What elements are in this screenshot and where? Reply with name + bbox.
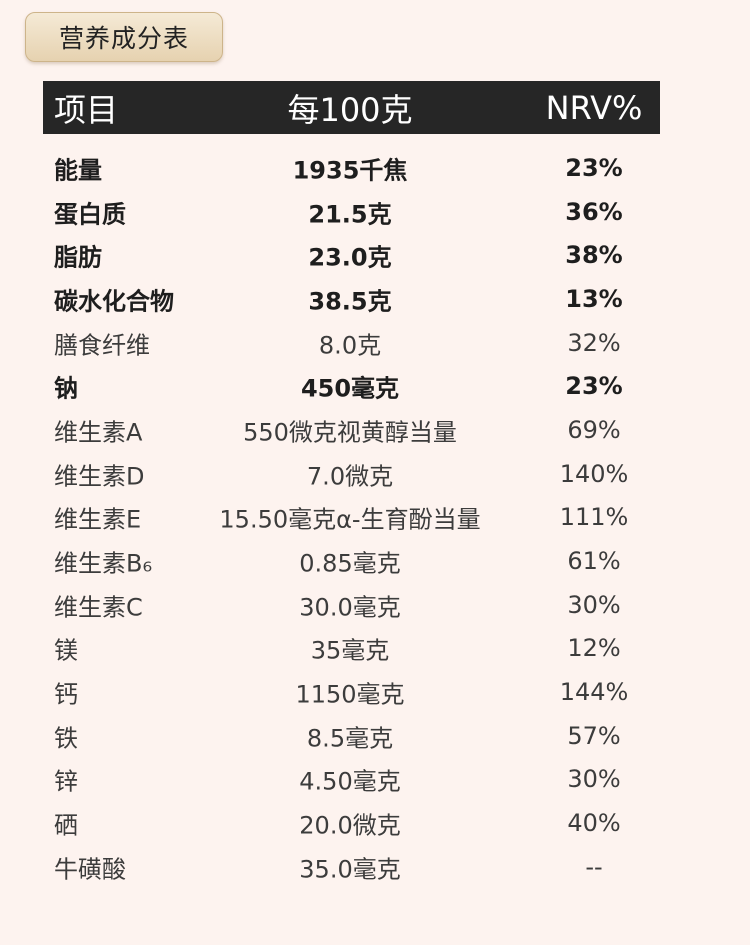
nutrient-name: 维生素E [54, 505, 142, 534]
nutrient-nrv: 36% [565, 197, 623, 226]
nutrient-nrv: 38% [565, 241, 623, 270]
nutrient-name: 牛磺酸 [54, 855, 126, 884]
nutrient-per-100g: 7.0微克 [306, 462, 394, 491]
nutrient-per-100g: 35毫克 [310, 636, 390, 665]
nutrient-nrv: 61% [567, 547, 621, 576]
table-row: 维生素D 7.0微克 140% [43, 452, 660, 496]
nutrient-per-100g: 8.5毫克 [306, 724, 394, 753]
table-row: 碳水化合物 38.5克 13% [43, 277, 660, 321]
table-row: 维生素A 550微克视黄醇当量 69% [43, 408, 660, 452]
table-body: 能量 1935千焦 23% 蛋白质 21.5克 36% 脂肪 23.0克 38% 碳水化合物 38.… [43, 146, 660, 889]
nutrient-nrv: 13% [565, 284, 623, 313]
nutrient-name: 蛋白质 [54, 200, 126, 229]
table-row: 能量 1935千焦 23% [43, 146, 660, 190]
nutrient-per-100g: 8.0克 [318, 331, 382, 360]
table-row: 镁 35毫克 12% [43, 627, 660, 671]
nutrient-per-100g: 4.50毫克 [299, 767, 401, 796]
nutrient-per-100g: 20.0微克 [299, 811, 401, 840]
table-row: 牛磺酸 35.0毫克 -- [43, 845, 660, 889]
nutrient-per-100g: 450毫克 [300, 374, 400, 403]
nutrient-name: 碳水化合物 [54, 287, 174, 316]
nutrient-nrv: 32% [567, 328, 621, 357]
nutrient-nrv: 40% [567, 809, 621, 838]
table-row: 铁 8.5毫克 57% [43, 714, 660, 758]
nutrient-per-100g: 15.50毫克α-生育酚当量 [219, 505, 481, 534]
nutrient-nrv: 30% [567, 765, 621, 794]
nutrition-table: 项目 每100克 NRV% 能量 1935千焦 23% 蛋白质 21.5克 36% 脂肪 23… [43, 81, 660, 889]
nutrient-per-100g: 21.5克 [308, 200, 392, 229]
table-row: 硒 20.0微克 40% [43, 801, 660, 845]
nutrient-name: 能量 [54, 156, 102, 185]
nutrient-name: 钙 [54, 680, 78, 709]
nutrient-name: 锌 [54, 767, 78, 796]
nutrient-nrv: 111% [559, 503, 629, 532]
nutrient-per-100g: 1935千焦 [292, 156, 408, 185]
nutrient-per-100g: 38.5克 [308, 287, 392, 316]
table-row: 维生素E 15.50毫克α-生育酚当量 111% [43, 496, 660, 540]
nutrient-nrv: -- [585, 852, 603, 881]
header-per-100g: 每100克 [287, 90, 413, 129]
nutrient-name: 维生素C [54, 593, 143, 622]
table-row: 锌 4.50毫克 30% [43, 758, 660, 802]
nutrient-name: 维生素A [54, 418, 143, 447]
table-row: 脂肪 23.0克 38% [43, 233, 660, 277]
nutrient-nrv: 23% [565, 372, 623, 401]
table-row: 膳食纤维 8.0克 32% [43, 321, 660, 365]
nutrient-nrv: 30% [567, 590, 621, 619]
nutrient-name: 维生素B₆ [54, 549, 153, 578]
nutrient-per-100g: 30.0毫克 [299, 593, 401, 622]
nutrient-name: 维生素D [54, 462, 145, 491]
header-item: 项目 [54, 90, 119, 129]
nutrient-per-100g: 550微克视黄醇当量 [243, 418, 457, 447]
nutrient-name: 硒 [54, 811, 78, 840]
nutrient-name: 铁 [54, 724, 78, 753]
nutrient-name: 脂肪 [54, 243, 102, 272]
nutrient-per-100g: 0.85毫克 [299, 549, 401, 578]
table-row: 维生素C 30.0毫克 30% [43, 583, 660, 627]
nutrient-nrv: 12% [567, 634, 621, 663]
nutrient-per-100g: 1150毫克 [295, 680, 405, 709]
header-nrv: NRV% [545, 88, 643, 127]
nutrient-name: 镁 [54, 636, 78, 665]
table-row: 钠 450毫克 23% [43, 364, 660, 408]
nutrient-nrv: 57% [567, 721, 621, 750]
nutrient-nrv: 144% [559, 678, 629, 707]
nutrient-nrv: 69% [567, 415, 621, 444]
table-row: 蛋白质 21.5克 36% [43, 190, 660, 234]
nutrient-nrv: 140% [559, 459, 629, 488]
nutrient-per-100g: 35.0毫克 [299, 855, 401, 884]
nutrient-name: 钠 [54, 374, 78, 403]
table-row: 钙 1150毫克 144% [43, 670, 660, 714]
nutrient-per-100g: 23.0克 [308, 243, 392, 272]
nutrient-nrv: 23% [565, 153, 623, 182]
table-header: 项目 每100克 NRV% [43, 81, 660, 134]
table-row: 维生素B₆ 0.85毫克 61% [43, 539, 660, 583]
page-title: 营养成分表 [25, 12, 223, 62]
nutrient-name: 膳食纤维 [54, 331, 150, 360]
